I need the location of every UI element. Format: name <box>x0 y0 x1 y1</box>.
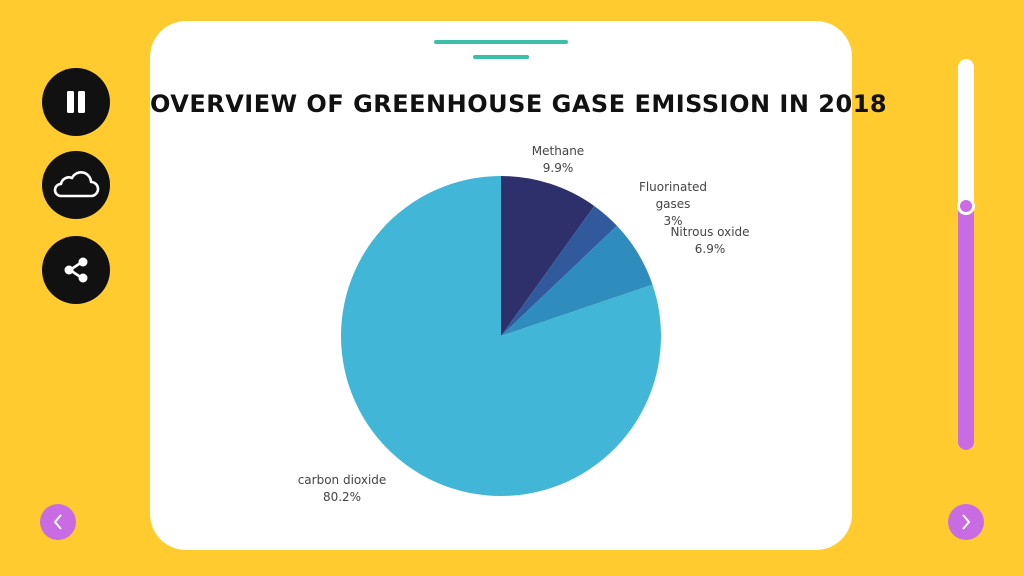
slice-label-methane: Methane 9.9% <box>532 144 584 175</box>
slice-label-nitrous-oxide: Nitrous oxide 6.9% <box>670 225 749 256</box>
slider-fill <box>958 205 974 450</box>
slice-label-fluorinated-gases: Fluorinated gases 3% <box>639 180 707 228</box>
share-icon <box>64 257 88 283</box>
pause-icon <box>67 91 85 113</box>
decorative-line-top <box>434 40 568 44</box>
next-button[interactable] <box>948 504 984 540</box>
pause-button[interactable] <box>42 68 110 136</box>
slice-value-label: 6.9% <box>695 242 726 256</box>
chevron-left-icon <box>53 514 62 530</box>
slice-label-carbon-dioxide: carbon dioxide 80.2% <box>298 473 387 504</box>
pie-slice-nitrous-oxide <box>501 225 653 336</box>
slice-name-label: Fluorinated <box>639 180 707 194</box>
slice-name-label: Nitrous oxide <box>670 225 749 239</box>
volume-slider[interactable] <box>958 59 974 450</box>
slice-name-label: Methane <box>532 144 584 158</box>
pie-slice-carbon-dioxide <box>340 176 661 496</box>
slice-name-label: carbon dioxide <box>298 473 387 487</box>
share-button[interactable] <box>42 236 110 304</box>
chevron-right-icon <box>962 514 971 530</box>
previous-button[interactable] <box>40 504 76 540</box>
slider-thumb[interactable] <box>957 196 975 215</box>
slice-value-label: 80.2% <box>323 490 361 504</box>
cloud-icon <box>53 171 100 198</box>
pie-slice-fluorinated-gases <box>501 205 617 336</box>
slice-value-label: 3% <box>663 214 682 228</box>
cloud-button[interactable] <box>42 151 110 219</box>
chart-title: Overview of Greenhouse gase Emission in … <box>150 90 888 118</box>
slice-value-label: 9.9% <box>543 161 574 175</box>
pie-slice-methane <box>501 176 595 336</box>
slice-name-label: gases <box>656 197 691 211</box>
decorative-line-bottom <box>473 55 529 59</box>
